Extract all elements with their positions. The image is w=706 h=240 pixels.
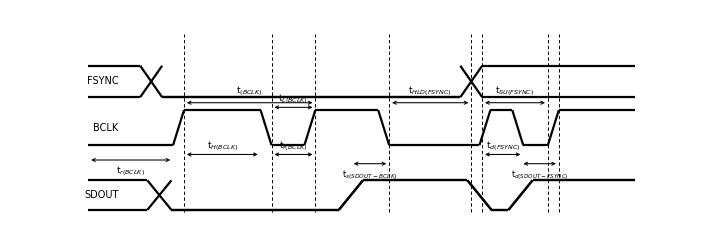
Text: t$_{f(BCLK)}$: t$_{f(BCLK)}$ xyxy=(279,139,308,153)
Text: t$_{d(FSYNC)}$: t$_{d(FSYNC)}$ xyxy=(486,139,520,153)
Text: SDOUT: SDOUT xyxy=(84,190,119,200)
Text: t$_{d(SDOUT-FSYNC)}$: t$_{d(SDOUT-FSYNC)}$ xyxy=(511,168,568,182)
Text: t$_{r(BCLK)}$: t$_{r(BCLK)}$ xyxy=(116,164,145,178)
Text: FSYNC: FSYNC xyxy=(87,77,119,86)
Text: t$_{H(BCLK)}$: t$_{H(BCLK)}$ xyxy=(207,139,238,153)
Text: t$_{HLD(FSYNC)}$: t$_{HLD(FSYNC)}$ xyxy=(408,84,452,98)
Text: t$_{SU(FSYNC)}$: t$_{SU(FSYNC)}$ xyxy=(496,84,534,98)
Text: t$_{s(SDOUT-BCLK)}$: t$_{s(SDOUT-BCLK)}$ xyxy=(342,168,398,182)
Text: t$_{(BCLK)}$: t$_{(BCLK)}$ xyxy=(237,84,263,98)
Text: t$_{L(BCLK)}$: t$_{L(BCLK)}$ xyxy=(278,92,309,106)
Text: BCLK: BCLK xyxy=(93,123,119,133)
